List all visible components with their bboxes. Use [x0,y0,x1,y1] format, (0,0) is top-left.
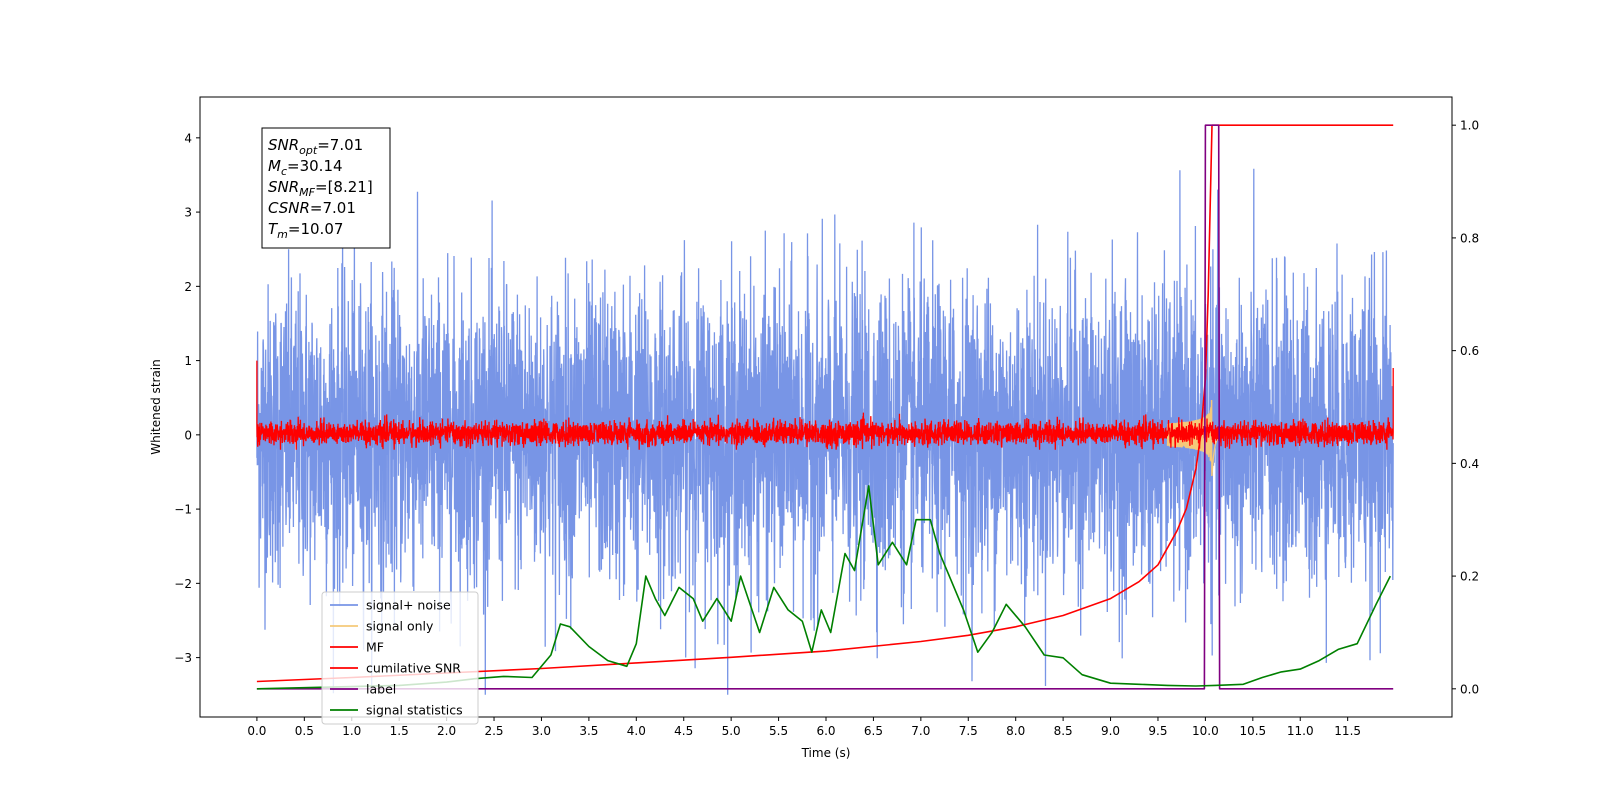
y-tick-label: 1 [184,354,192,368]
x-tick-label: 11.5 [1334,724,1361,738]
x-tick-label: 0.5 [295,724,314,738]
legend-label: signal+ noise [366,598,451,613]
series-mf-line [256,360,1394,450]
y2-tick-label: 0.6 [1460,344,1479,358]
x-axis-ticks: 0.0 0.5 1.0 1.5 2.0 2.5 3.0 3.5 4.0 4.5 5.0 5.5 6.0 6… [247,717,1361,738]
y-tick-label: 3 [184,206,192,220]
y-tick-label: −2 [174,577,192,591]
legend: signal+ noise signal only MF cumilative SNR… [321,591,479,725]
x-tick-label: 8.0 [1006,724,1025,738]
series-signal-statistics-line [256,485,1392,690]
x-axis-label: Time (s) [801,746,851,760]
y-tick-label: 4 [184,131,192,145]
y2-tick-label: 0.8 [1460,231,1479,245]
legend-label: signal statistics [366,703,463,718]
x-tick-label: 3.0 [532,724,551,738]
x-tick-label: 2.0 [437,724,456,738]
x-tick-label: 8.5 [1054,724,1073,738]
x-tick-label: 2.5 [484,724,503,738]
x-tick-label: 9.5 [1148,724,1167,738]
stats-box: SNRopt=7.01Mc=30.14SNRMF=[8.21]CSNR=7.01… [261,127,391,249]
x-tick-label: 6.0 [816,724,835,738]
legend-label: label [366,682,396,697]
stats-box-frame [261,127,391,249]
series-label-line [256,124,1394,690]
series-signal-noise-line [256,168,1394,695]
series-cumilative-snr-line [256,124,1394,683]
x-tick-label: 9.0 [1101,724,1120,738]
x-tick-label: 5.0 [722,724,741,738]
x-tick-label: 6.5 [864,724,883,738]
y2-axis-ticks: 0.0 0.2 0.4 0.6 0.8 1.0 [1452,119,1479,696]
x-tick-label: 7.5 [959,724,978,738]
y2-tick-label: 0.2 [1460,570,1479,584]
legend-label: signal only [366,619,434,634]
y2-tick-label: 0.4 [1460,457,1479,471]
x-tick-label: 4.5 [674,724,693,738]
x-tick-label: 1.0 [342,724,361,738]
legend-label: MF [366,640,384,655]
stats-line: Mc=30.14 [268,157,343,178]
x-tick-label: 0.0 [247,724,266,738]
x-tick-label: 11.0 [1287,724,1314,738]
y-tick-label: 2 [184,280,192,294]
series-layer [256,124,1394,695]
stats-line: SNRopt=7.01 [268,136,363,157]
y2-tick-label: 0.0 [1460,682,1479,696]
legend-label: cumilative SNR [366,661,461,676]
x-tick-label: 4.0 [627,724,646,738]
stats-line: CSNR=7.01 [268,199,356,217]
y2-tick-label: 1.0 [1460,119,1479,133]
x-tick-label: 1.5 [390,724,409,738]
stats-line: Tm=10.07 [268,220,343,241]
y-tick-label: 0 [184,428,192,442]
x-tick-label: 7.0 [911,724,930,738]
series-signal-only-line [1166,399,1222,476]
y-axis-label: Whitened strain [149,359,163,455]
x-tick-label: 3.5 [579,724,598,738]
x-tick-label: 5.5 [769,724,788,738]
stats-line: SNRMF=[8.21] [268,178,373,199]
legend-frame [321,591,479,725]
x-tick-label: 10.0 [1192,724,1219,738]
plot-area [256,124,1394,695]
y-tick-label: −3 [174,651,192,665]
y-tick-label: −1 [174,503,192,517]
y-axis-ticks: −3 −2 −1 0 1 2 3 4 [174,131,200,665]
x-tick-label: 10.5 [1239,724,1266,738]
